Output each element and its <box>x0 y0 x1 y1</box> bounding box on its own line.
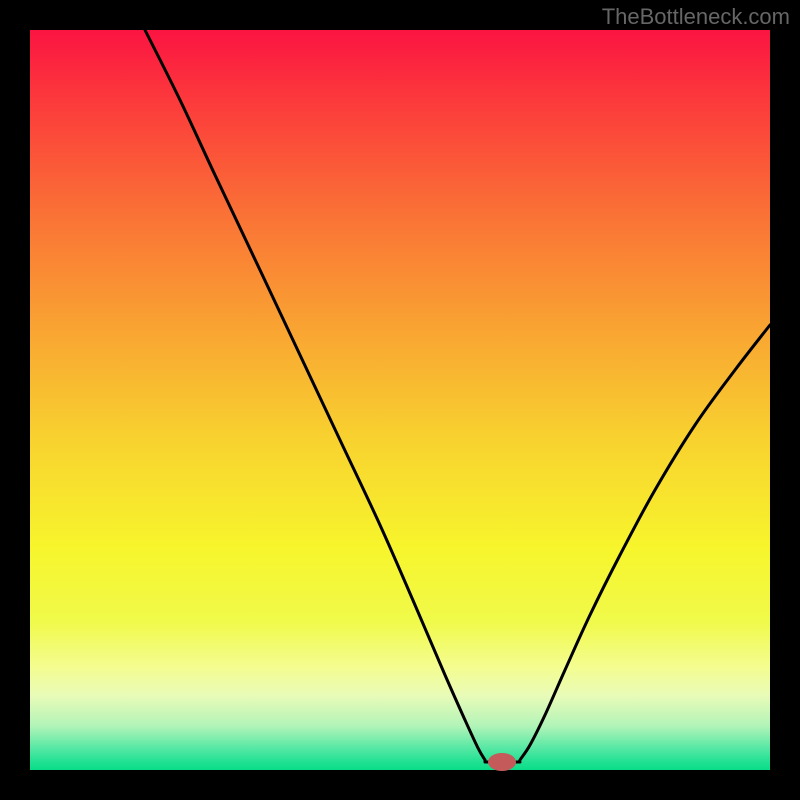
bottleneck-chart <box>0 0 800 800</box>
plot-background <box>30 30 770 770</box>
watermark-text: TheBottleneck.com <box>602 4 790 30</box>
optimal-marker <box>488 753 516 771</box>
